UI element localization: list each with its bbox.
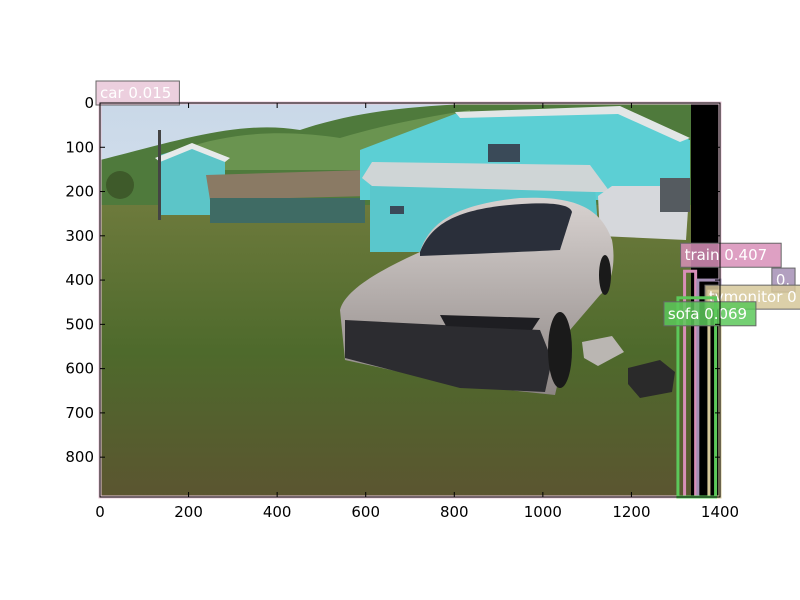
detection-label: car 0.015 (100, 84, 171, 102)
y-tick-label: 300 (65, 227, 94, 245)
x-tick-label: 0 (95, 503, 105, 521)
detection-label-bg (663, 301, 757, 327)
x-tick-label: 600 (351, 503, 380, 521)
detection-label: sofa 0.069 (668, 305, 747, 323)
y-tick-label: 600 (65, 360, 94, 378)
x-tick-label: 200 (174, 503, 203, 521)
x-tick-label: 1400 (701, 503, 739, 521)
y-tick-label: 200 (65, 183, 94, 201)
x-tick-label: 1200 (612, 503, 650, 521)
detection-label-bg (680, 242, 782, 268)
y-tick-label: 100 (65, 138, 94, 156)
y-tick-label: 0 (84, 94, 94, 112)
detection-label: 0. (776, 271, 790, 289)
x-tick-label: 800 (440, 503, 469, 521)
y-tick-label: 400 (65, 271, 94, 289)
photo (100, 103, 720, 497)
axes-frame (99, 102, 721, 498)
y-axis: 0 100 200 300 400 500 600 700 800 (65, 94, 720, 466)
x-axis: 0 200 400 600 800 1000 1200 1400 (95, 103, 739, 521)
x-tick-label: 400 (263, 503, 292, 521)
x-tick-label: 1000 (524, 503, 562, 521)
y-tick-label: 500 (65, 315, 94, 333)
detection-label: train 0.407 (685, 246, 768, 264)
detection-label-bg (95, 80, 180, 106)
y-tick-label: 700 (65, 404, 94, 422)
y-tick-label: 800 (65, 448, 94, 466)
